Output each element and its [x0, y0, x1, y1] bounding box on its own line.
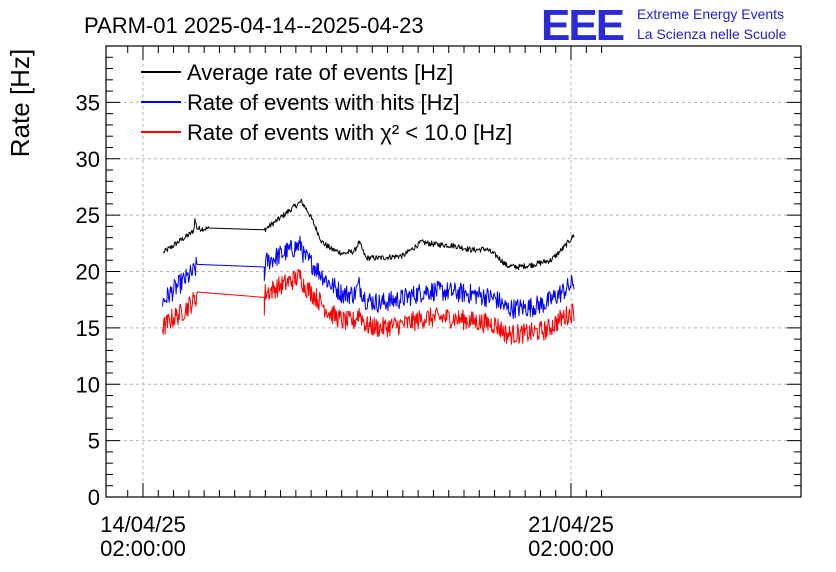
eee-logo-mark: EEE	[541, 1, 624, 50]
y-tick-label: 5	[88, 429, 100, 454]
x-tick-label-time: 02:00:00	[100, 536, 186, 561]
y-tick-label: 25	[76, 203, 100, 228]
y-axis: 0 5 10 15 20 25 30 35	[76, 56, 801, 510]
y-tick-label: 35	[76, 90, 100, 115]
series-line-1	[163, 198, 575, 271]
legend: Average rate of events [Hz] Rate of event…	[141, 60, 512, 145]
eee-logo-line2: La Scienza nelle Scuole	[637, 26, 787, 42]
y-tick-label: 30	[76, 147, 100, 172]
x-tick-label-date: 14/04/25	[100, 512, 186, 537]
legend-label-1: Average rate of events [Hz]	[187, 60, 453, 85]
y-tick-label: 10	[76, 372, 100, 397]
series-line-3	[162, 268, 575, 345]
legend-label-3: Rate of events with χ² < 10.0 [Hz]	[187, 120, 512, 145]
chart-title: PARM-01 2025-04-14--2025-04-23	[84, 13, 424, 38]
y-tick-label: 0	[88, 485, 100, 510]
series-line-2	[162, 235, 575, 319]
eee-logo: EEE Extreme Energy Events La Scienza nel…	[541, 1, 787, 50]
eee-logo-line1: Extreme Energy Events	[637, 6, 784, 22]
y-axis-label: Rate [Hz]	[5, 49, 35, 157]
grid	[106, 46, 801, 497]
y-tick-label: 15	[76, 316, 100, 341]
y-tick-label: 20	[76, 260, 100, 285]
x-tick-label-time: 02:00:00	[528, 536, 614, 561]
x-tick-label-date: 21/04/25	[528, 512, 614, 537]
legend-label-2: Rate of events with hits [Hz]	[187, 90, 460, 115]
series-group	[162, 198, 575, 345]
